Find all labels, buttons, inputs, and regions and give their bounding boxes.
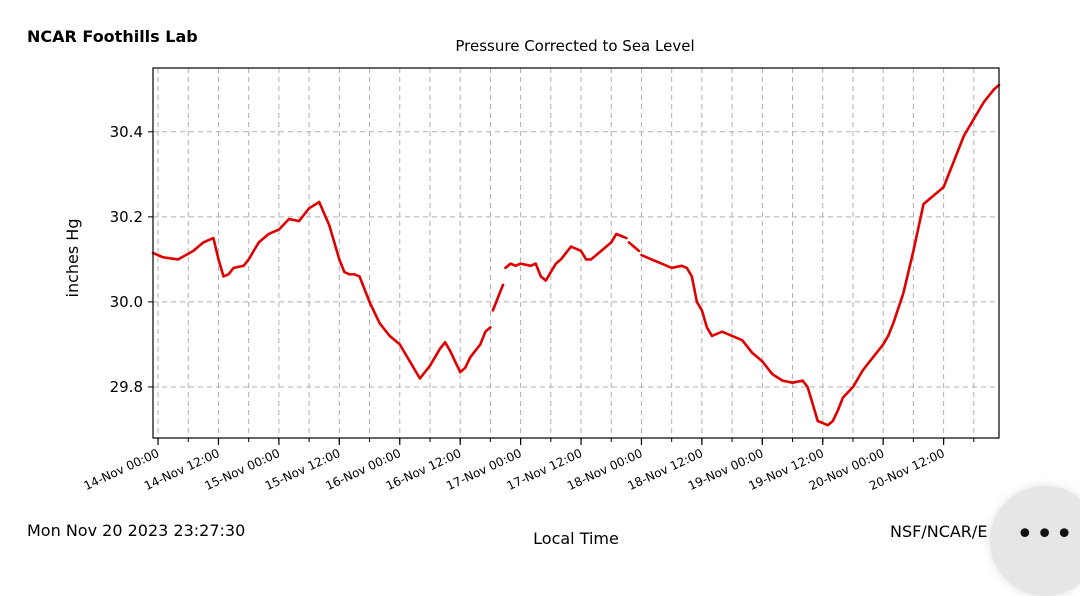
y-tick-label: 29.8 (110, 378, 143, 396)
more-dots-icon: ••• (1016, 517, 1076, 552)
chart-title: Pressure Corrected to Sea Level (455, 37, 694, 55)
credit-text: NSF/NCAR/E (890, 522, 988, 541)
pressure-chart: Pressure Corrected to Sea Level 29.8 30.0… (63, 37, 1001, 548)
plot-frame (152, 67, 1000, 439)
station-name: NCAR Foothills Lab (27, 27, 198, 46)
pressure-line-segment (491, 283, 505, 312)
pressure-line-segment (151, 200, 492, 380)
y-tick-label: 30.4 (110, 123, 143, 141)
pressure-line-segment (627, 241, 641, 253)
pressure-line-segment (640, 83, 1001, 427)
x-axis-label: Local Time (533, 529, 619, 548)
timestamp: Mon Nov 20 2023 23:27:30 (27, 521, 246, 540)
data-series (151, 83, 1001, 427)
y-tick-label: 30.0 (110, 293, 143, 311)
pressure-line-segment (504, 232, 628, 282)
y-axis-label: inches Hg (63, 219, 82, 298)
grid-lines (153, 68, 999, 438)
y-tick-label: 30.2 (110, 208, 143, 226)
